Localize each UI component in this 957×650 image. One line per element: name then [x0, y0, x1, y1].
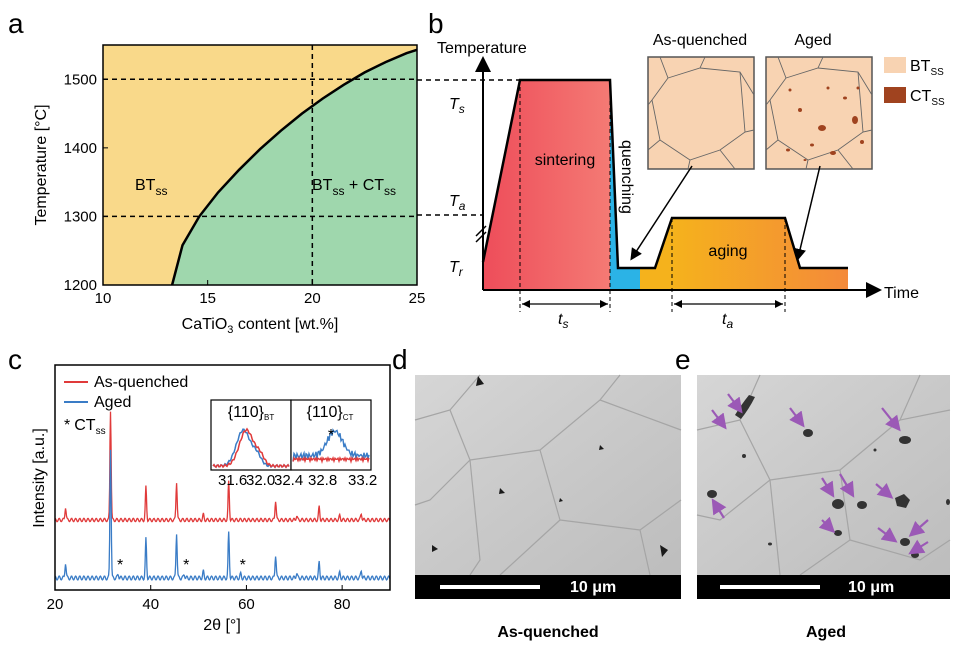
x-axis-label-c: 2θ [°] [203, 617, 241, 634]
panel-e: e 10 μm Aged [675, 344, 951, 641]
ct-peak-star: * [240, 557, 246, 574]
sintering-label: sintering [535, 152, 595, 169]
inset-ct-aged [292, 428, 370, 462]
quenching-label: quenching [618, 140, 635, 214]
caption-aged: Aged [806, 624, 846, 641]
ts-label: Ts [449, 96, 465, 116]
grain-boundaries-e [696, 374, 951, 576]
ta-label: Ta [449, 193, 466, 213]
pointer-as-quenched [630, 165, 693, 261]
inset-title-aged: Aged [794, 32, 831, 49]
axis-break-1 [475, 225, 487, 237]
x-tick-label: 40 [142, 596, 159, 613]
tr-label: Tr [449, 259, 464, 279]
axes-frame-a [102, 44, 418, 286]
panel-d: d 10 μm As-quenched [392, 344, 682, 641]
xrd-insets [212, 427, 370, 469]
scalebar-d [440, 585, 540, 589]
legend-label-as-quenched: As-quenched [94, 374, 188, 391]
ct-peak-star: * [183, 557, 189, 574]
ct-peak-star: * [117, 557, 123, 574]
panel-a-guides [103, 45, 417, 285]
x-tick-label: 20 [47, 596, 64, 613]
region-label-bt: BTss [135, 177, 167, 198]
xrd-series: * * * [54, 411, 391, 581]
precipitates-e [707, 395, 950, 558]
inset-bt-as-quenched [212, 427, 290, 469]
pores-d [432, 376, 668, 557]
y-axis-label-b: Temperature [437, 40, 527, 57]
panel-label-c: c [8, 344, 22, 375]
grain-boundaries-d [414, 374, 682, 576]
y-axis-label-c: Intensity [a.u.] [31, 428, 48, 528]
scalebar-label-e: 10 μm [848, 579, 894, 596]
y-axis-label-a: Temperature [°C] [33, 104, 50, 225]
y-tick-label: 1500 [64, 71, 97, 88]
series-as-quenched [54, 411, 391, 523]
y-tick-label: 1400 [64, 140, 97, 157]
y-tick-label: 1300 [64, 208, 97, 225]
x-axis-label-b: Time [884, 285, 919, 302]
panel-label-e: e [675, 344, 691, 375]
axes-frame-c [54, 364, 391, 591]
inset-tick-31-6: 31.6 [218, 472, 247, 489]
panel-a-ticks: 10 15 20 25 1200 1300 1400 1500 [64, 71, 426, 307]
inset-aged [765, 56, 873, 170]
inset-tick-32-8: 32.8 [308, 472, 337, 489]
heat-block [640, 218, 672, 290]
panel-b: b Temperature Time Ts Ta Tr ts t [417, 8, 945, 331]
region-label-bt-ct: BTss + CTss [312, 177, 396, 198]
pointer-aged [794, 165, 821, 261]
x-tick-label: 25 [409, 290, 426, 307]
panel-a: a 10 15 20 25 1200 1300 1400 1500 BTss BTss + C… [8, 8, 425, 336]
x-tick-label: 15 [199, 290, 216, 307]
x-tick-label: 80 [334, 596, 351, 613]
inset-title-as-quenched: As-quenched [653, 32, 747, 49]
series-aged [54, 449, 391, 581]
legend-swatch-ct [884, 87, 906, 103]
two-phase-region [172, 49, 417, 285]
aging-block [672, 218, 848, 290]
panel-c: c * * * 20 40 60 80 As-quenched Aged * CTss {1… [8, 344, 391, 634]
inset-ct-as-quenched [292, 455, 370, 465]
panel-c-ticks: 20 40 60 80 [47, 585, 351, 613]
legend-label-bt: BTSS [910, 58, 944, 78]
inset-tick-33-2: 33.2 [348, 472, 377, 489]
sem-image-as-quenched [415, 375, 681, 575]
panel-label-a: a [8, 8, 24, 39]
inset-ct-star: * [328, 427, 334, 444]
precipitate-arrows [711, 393, 929, 555]
ts-duration-label: ts [558, 311, 568, 331]
caption-as-quenched: As-quenched [497, 624, 598, 641]
x-tick-label: 20 [304, 290, 321, 307]
x-tick-label: 10 [95, 290, 112, 307]
x-tick-label: 60 [238, 596, 255, 613]
legend-ct-marker: * CTss [64, 417, 106, 437]
legend-label-aged: Aged [94, 394, 131, 411]
sintering-block [483, 80, 610, 290]
inset-as-quenched [647, 56, 755, 170]
y-tick-label: 1200 [64, 277, 97, 294]
legend-swatch-bt [884, 57, 906, 73]
x-axis-label-a: CaTiO3 content [wt.%] [182, 316, 339, 336]
scalebar-e [720, 585, 820, 589]
aging-label: aging [708, 243, 747, 260]
inset-tick-32-0: 32.0 [246, 472, 275, 489]
panel-label-b: b [428, 8, 444, 39]
inset-bt-label: {110}BT [228, 404, 275, 422]
inset-tick-32-4: 32.4 [274, 472, 303, 489]
panel-label-d: d [392, 344, 408, 375]
axis-break-2 [475, 231, 487, 243]
solvus-curve [170, 48, 418, 286]
scalebar-label-d: 10 μm [570, 579, 616, 596]
inset-ct-label: {110}CT [307, 404, 354, 422]
legend-label-ct: CTSS [910, 88, 945, 108]
ta-duration-label: ta [722, 311, 733, 331]
